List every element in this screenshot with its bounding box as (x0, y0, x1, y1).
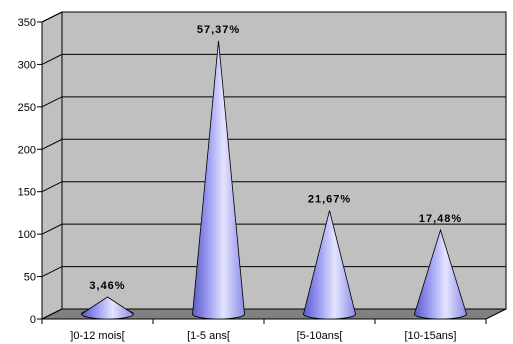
y-tick-label: 300 (18, 59, 36, 71)
cone-bar (414, 228, 467, 320)
y-tick-label: 250 (18, 102, 36, 114)
y-tick-label: 0 (30, 314, 36, 326)
gridline (41, 138, 506, 150)
gridline (41, 53, 506, 65)
gridline (41, 223, 506, 235)
data-label: 3,46% (89, 280, 125, 292)
y-tick-labels: 0 50 100 150 200 250 300 350 (18, 17, 36, 326)
cone-body (81, 296, 134, 320)
cone-series (81, 40, 467, 320)
x-tick-label: ]0-12 mois[ (70, 330, 124, 342)
data-labels: 3,46% 57,37% 21,67% 17,48% (89, 24, 462, 292)
cone-body (303, 210, 356, 320)
cone-body (192, 40, 245, 320)
cone-bar (81, 296, 134, 320)
y-tick-label: 50 (24, 272, 36, 284)
y-tick-label: 100 (18, 229, 36, 241)
x-tick-labels: ]0-12 mois[ [1-5 ans[ [5-10ans[ [10-15ans] (70, 330, 456, 342)
gridline (41, 11, 506, 23)
y-tick-label: 350 (18, 17, 36, 29)
cone-body (414, 228, 467, 320)
gridlines (41, 11, 506, 278)
x-tick-label: [10-15ans] (405, 330, 457, 342)
gridline (41, 266, 506, 278)
gridline (41, 96, 506, 108)
cone-bar (303, 210, 356, 320)
data-label: 21,67% (308, 193, 351, 205)
x-tick-label: [1-5 ans[ (187, 330, 230, 342)
data-label: 57,37% (197, 24, 240, 36)
y-tick-label: 150 (18, 187, 36, 199)
x-tick-label: [5-10ans[ (297, 330, 343, 342)
data-label: 17,48% (419, 213, 462, 225)
y-tick-label: 200 (18, 144, 36, 156)
side-wall (41, 11, 63, 320)
cone-bar (192, 40, 245, 320)
gridline (41, 181, 506, 193)
